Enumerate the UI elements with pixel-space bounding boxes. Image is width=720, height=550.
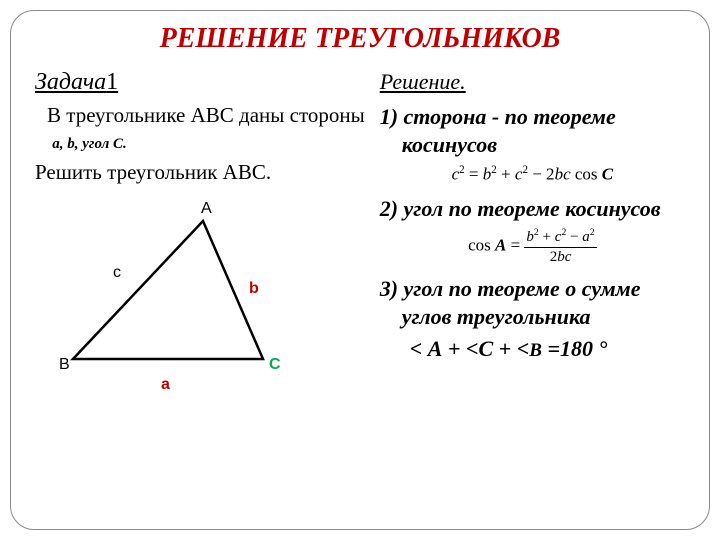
- solution-label: Решение.: [380, 69, 685, 95]
- task-number: 1: [106, 69, 118, 95]
- side-a-label: a: [161, 376, 170, 393]
- triangle-figure: A B C a b c: [53, 199, 366, 414]
- content-columns: Задача1 В треугольнике АВС даны стороны …: [35, 69, 685, 414]
- task-label: Задача: [35, 69, 106, 95]
- task-title: Задача1: [35, 69, 366, 96]
- formula-2: cos A = b2 + c2 − a2 2bc: [380, 228, 685, 265]
- task-given: a, b, угол C.: [52, 136, 127, 152]
- step-1: 1) сторона - по теореме косинусов: [380, 103, 685, 158]
- formula-1: c2 = b2 + c2 − 2bc cos C: [380, 164, 685, 185]
- task-body: В треугольнике АВС даны стороны a, b, уг…: [35, 102, 366, 155]
- angle-sum-equation: < А + <С + <В =180 °: [380, 336, 685, 362]
- side-c-label: c: [113, 264, 121, 281]
- triangle-svg: A B C a b c: [53, 199, 313, 409]
- vertex-c-label: C: [269, 356, 281, 373]
- triangle-shape: [73, 221, 263, 359]
- task-line1: В треугольнике АВС даны стороны: [47, 103, 365, 127]
- step-3: 3) угол по теореме о сумме углов треугол…: [380, 275, 685, 330]
- vertex-a-label: A: [201, 200, 212, 217]
- vertex-b-label: B: [59, 356, 70, 373]
- slide-title: РЕШЕНИЕ ТРЕУГОЛЬНИКОВ: [35, 23, 685, 55]
- side-b-label: b: [249, 280, 259, 297]
- left-column: Задача1 В треугольнике АВС даны стороны …: [35, 69, 366, 414]
- step-2: 2) угол по теореме косинусов: [380, 195, 685, 223]
- slide-frame: РЕШЕНИЕ ТРЕУГОЛЬНИКОВ Задача1 В треуголь…: [10, 10, 710, 530]
- task-line2: Решить треугольник АВС.: [35, 159, 366, 185]
- right-column: Решение. 1) сторона - по теореме косинус…: [380, 69, 685, 414]
